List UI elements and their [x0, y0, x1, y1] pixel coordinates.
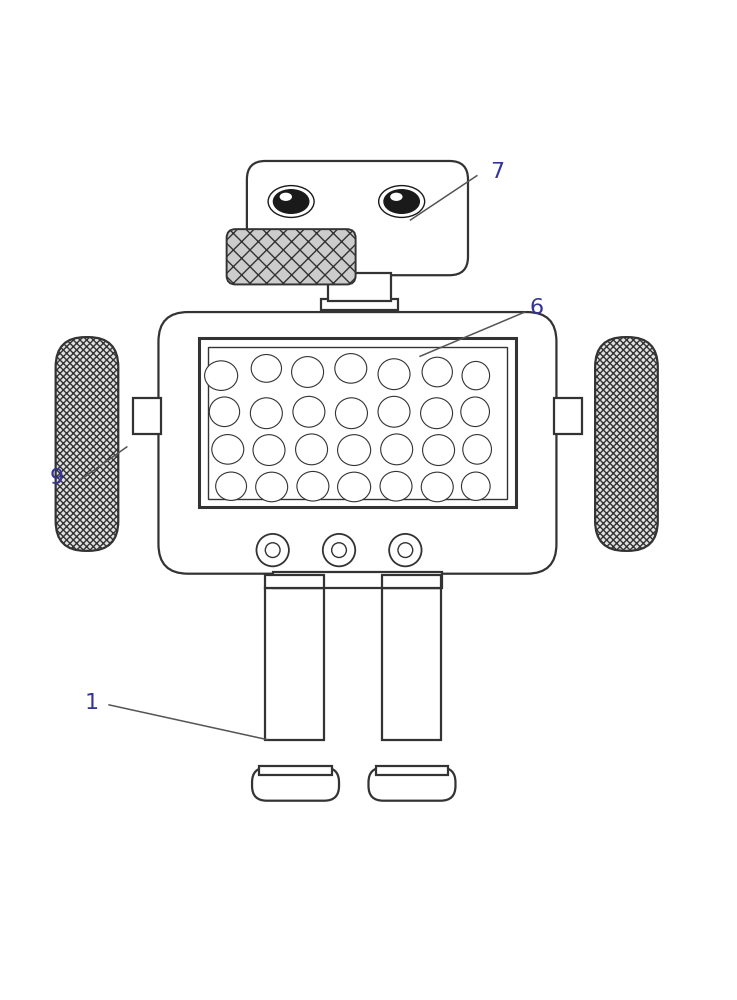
Circle shape — [389, 534, 422, 566]
Bar — [382, 588, 441, 740]
Ellipse shape — [293, 396, 325, 427]
Ellipse shape — [384, 190, 419, 213]
Ellipse shape — [212, 435, 244, 464]
Text: 9: 9 — [50, 468, 64, 488]
Ellipse shape — [205, 361, 237, 390]
Ellipse shape — [297, 471, 329, 501]
Ellipse shape — [273, 190, 309, 213]
Text: 7: 7 — [490, 162, 504, 182]
Bar — [199, 338, 516, 507]
Ellipse shape — [216, 472, 247, 500]
Ellipse shape — [253, 435, 285, 465]
Circle shape — [398, 543, 413, 557]
Ellipse shape — [390, 193, 402, 201]
Ellipse shape — [461, 397, 489, 427]
Ellipse shape — [256, 472, 287, 502]
Circle shape — [265, 543, 280, 557]
Ellipse shape — [251, 355, 282, 382]
Circle shape — [256, 534, 289, 566]
Ellipse shape — [251, 398, 282, 429]
Ellipse shape — [335, 354, 367, 383]
Ellipse shape — [378, 359, 410, 390]
Ellipse shape — [380, 471, 412, 501]
Ellipse shape — [421, 398, 453, 429]
Text: 1: 1 — [85, 693, 99, 713]
Circle shape — [332, 543, 346, 557]
Bar — [554, 398, 582, 434]
Ellipse shape — [422, 435, 455, 465]
FancyBboxPatch shape — [368, 768, 455, 801]
Bar — [376, 766, 448, 775]
Ellipse shape — [462, 361, 489, 390]
Ellipse shape — [209, 397, 240, 427]
FancyBboxPatch shape — [247, 161, 468, 275]
FancyBboxPatch shape — [55, 337, 118, 551]
Ellipse shape — [292, 357, 324, 387]
Circle shape — [323, 534, 355, 566]
FancyBboxPatch shape — [227, 229, 355, 284]
Ellipse shape — [422, 357, 453, 387]
Bar — [382, 575, 441, 588]
Bar — [133, 398, 161, 434]
Bar — [328, 273, 391, 301]
Text: 6: 6 — [529, 298, 543, 318]
Bar — [265, 575, 324, 588]
Bar — [273, 572, 442, 588]
Ellipse shape — [422, 472, 453, 502]
Ellipse shape — [279, 193, 292, 201]
Ellipse shape — [296, 434, 327, 465]
Bar — [208, 347, 507, 499]
Bar — [321, 299, 398, 310]
FancyBboxPatch shape — [252, 768, 339, 801]
Ellipse shape — [461, 472, 490, 500]
Ellipse shape — [338, 472, 371, 502]
Ellipse shape — [381, 434, 413, 465]
FancyBboxPatch shape — [595, 337, 657, 551]
FancyBboxPatch shape — [158, 312, 556, 574]
Ellipse shape — [378, 396, 410, 427]
Ellipse shape — [335, 398, 368, 429]
Bar — [265, 588, 324, 740]
Bar — [259, 766, 332, 775]
Ellipse shape — [338, 435, 371, 465]
Ellipse shape — [463, 435, 492, 464]
